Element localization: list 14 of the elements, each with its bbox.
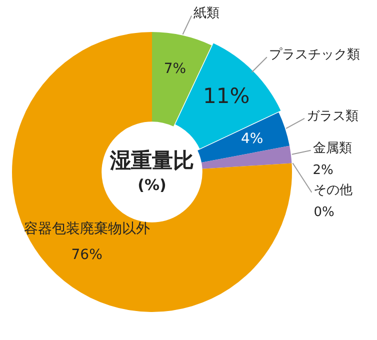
- category-label: その他: [314, 182, 353, 198]
- slice-label: 容器包装廃棄物以外: [24, 221, 150, 238]
- data-label: 11%: [203, 84, 250, 108]
- slice-label: プラスチック類: [268, 47, 360, 62]
- data-label: 7%: [164, 60, 186, 77]
- slice-label: 紙類: [194, 6, 220, 22]
- slice-label: ガラス類: [306, 108, 358, 124]
- data-label: 76%: [71, 247, 102, 264]
- data-label: 4%: [240, 131, 264, 148]
- text: (%): [138, 176, 166, 194]
- text: 湿重量比: [109, 148, 194, 172]
- text: 0%: [314, 204, 334, 220]
- slice-label: 金属類: [312, 140, 352, 156]
- data-label: 2%: [312, 162, 334, 178]
